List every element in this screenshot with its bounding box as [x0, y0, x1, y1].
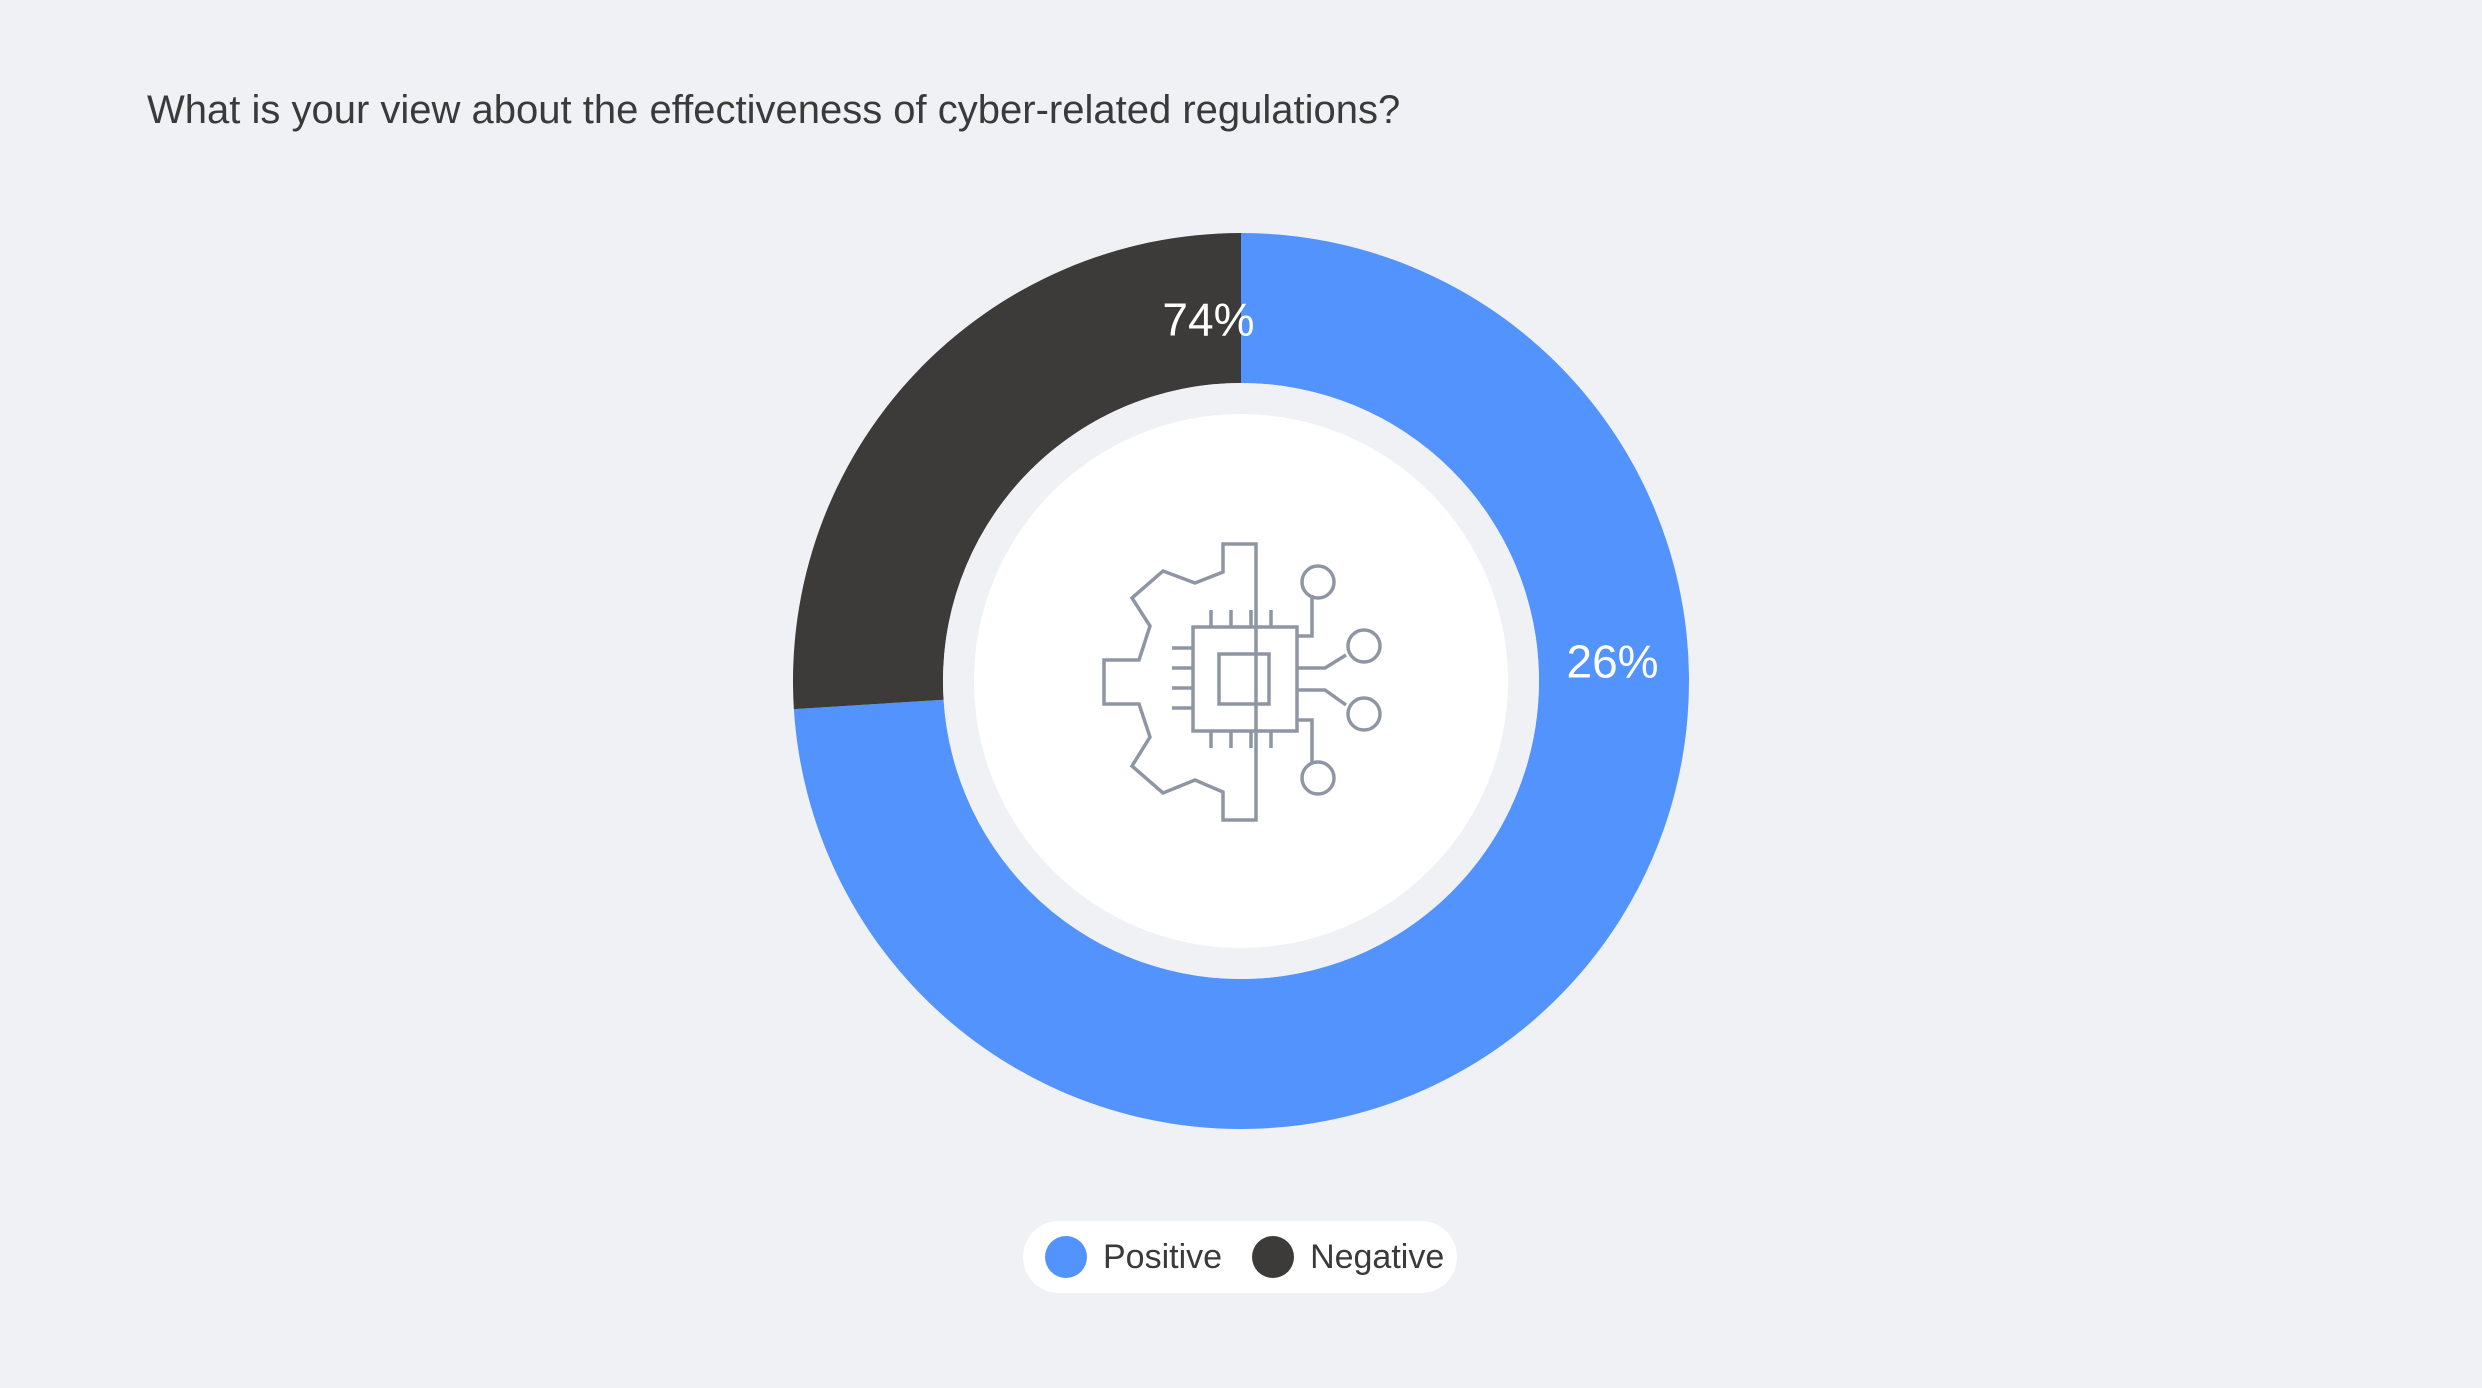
slice-positive [793, 233, 1689, 1129]
data-label-negative: 26% [1566, 635, 1658, 687]
legend-item-negative: Negative [1252, 1236, 1444, 1278]
legend-swatch-negative [1252, 1236, 1295, 1278]
node-4 [1300, 760, 1336, 796]
trace-4 [1297, 718, 1314, 762]
trace-3 [1297, 688, 1348, 707]
chart-title: What is your view about the effectivenes… [147, 88, 1401, 132]
legend-swatch-positive [1045, 1236, 1087, 1278]
legend-item-positive: Positive [1045, 1236, 1222, 1278]
legend: Positive Negative [1023, 1221, 1457, 1293]
data-labels: 74% 26% [1162, 293, 1658, 687]
trace-2 [1297, 653, 1347, 670]
node-1 [1300, 564, 1336, 600]
donut-slices [792, 233, 1689, 1129]
inner-disc [974, 414, 1508, 948]
data-label-positive: 74% [1162, 293, 1254, 345]
gear-outline [1102, 542, 1258, 822]
chip-gear-icon [1102, 542, 1382, 822]
node-3 [1346, 696, 1382, 732]
chip-core [1217, 652, 1271, 706]
legend-label-negative: Negative [1310, 1237, 1445, 1276]
legend-label-positive: Positive [1103, 1237, 1223, 1276]
slice-negative [792, 233, 1241, 710]
node-2 [1346, 628, 1382, 664]
chip-body [1191, 625, 1299, 733]
